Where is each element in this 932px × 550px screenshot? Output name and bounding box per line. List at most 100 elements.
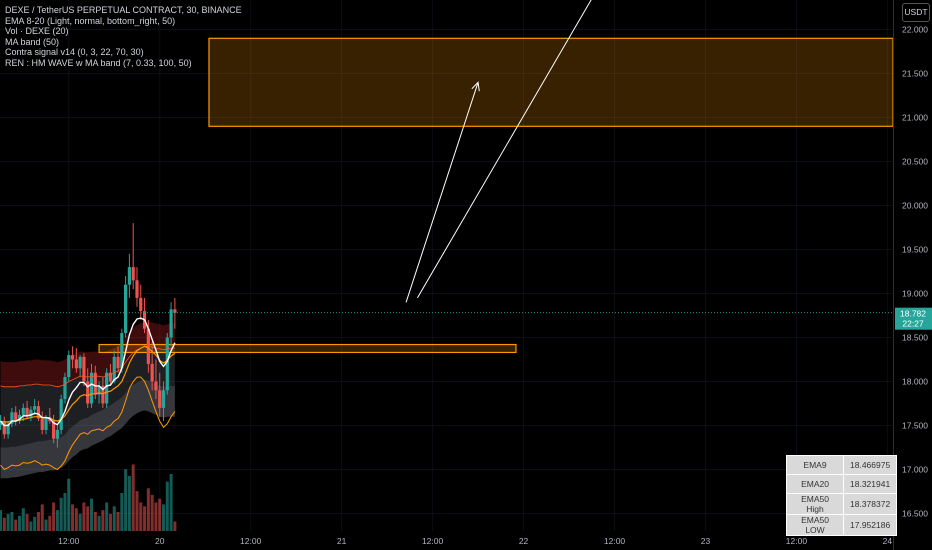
candle-body [139,297,143,312]
candle-body [67,355,71,378]
volume-bar [14,519,18,531]
volume-bar [90,498,93,531]
table-row: EMA9 18.466975 [786,455,898,475]
currency-button[interactable]: USDT [902,3,930,22]
candle-body [36,406,41,419]
ema-label: EMA50 High [786,493,844,515]
price-tick-label: 22.000 [902,25,928,35]
price-tick-label: 18.500 [902,333,928,343]
bar-countdown: 22:27 [902,319,924,329]
volume-bar [63,493,67,531]
candle-body [161,390,166,408]
candle-body [120,333,124,369]
candle-body [124,284,128,334]
volume-bar [116,512,120,531]
zone-box [98,343,517,354]
ema-values-table: EMA9 18.466975 EMA20 18.321941 EMA50 High 1… [786,455,898,536]
indicator-volume[interactable]: Vol · DEXE (20) [5,26,69,36]
volume-bar [40,504,44,531]
time-tick-label: 12:00 [786,536,808,546]
candle-body [150,363,154,382]
symbol-title[interactable]: DEXE / TetherUS PERPETUAL CONTRACT, 30, … [5,5,242,15]
indicator-ema-8-20[interactable]: EMA 8-20 (Light, normal, bottom_right, 5… [5,15,176,26]
volume-bar [17,515,21,531]
arrow-head [471,81,480,92]
ema9-line [0,317,176,427]
ema-lines [0,317,176,471]
volume-bar [146,488,150,531]
volume-bar [162,504,166,531]
candle-body [131,267,135,281]
candle-body [6,423,10,435]
volume-bar [36,512,40,531]
indicator-hm-wave[interactable]: REN : HM WAVE w MA band (7, 0.33, 100, 5… [5,57,192,68]
time-tick-label: 22 [519,536,529,546]
volume-bar [55,510,59,531]
time-tick-label: 12:00 [58,536,80,546]
candle-body [135,280,139,298]
candle-body [169,309,173,338]
volume-bar [48,515,52,531]
volume-bar [82,502,86,531]
candle-body [89,372,94,404]
candle-body [59,399,63,430]
price-tick-label: 19.000 [902,289,928,299]
candle-body [97,385,101,395]
candle-body [44,418,48,430]
ma-band-lower [0,379,175,479]
candle-body [165,337,169,391]
candle-body [55,429,59,439]
ema-label: EMA9 [786,455,844,475]
volume-bar [131,464,135,531]
volume-bar [154,502,158,531]
price-axis: 16.500 17.000 17.500 18.000 18.500 19.000 19.5… [902,25,928,519]
volume-bar [108,513,112,531]
ema20-line [0,345,176,423]
volume-bar [150,494,154,531]
volume-bar [124,469,128,531]
volume-bar [2,517,6,531]
time-tick-label: 12:00 [422,536,444,546]
volume-bar [67,478,71,531]
ema-label: EMA50 LOW [786,514,844,536]
volume-bar [101,510,105,531]
time-tick-label: 24 [883,536,893,546]
last-price-tag: 18.782 22:27 [895,307,932,330]
volume-bar [29,521,33,531]
candle-body [154,381,158,391]
volume-bar [78,513,82,531]
candle-body [105,372,109,404]
target-arrows [405,0,592,303]
time-tick-label: 12:00 [604,536,626,546]
candle-body [173,309,177,313]
indicator-contra-signal[interactable]: Contra signal v14 (0, 3, 22, 70, 30) [5,47,144,57]
ema-value: 18.321941 [842,474,898,494]
candle-body [17,414,22,422]
volume-bar [165,481,169,531]
volume-bar [139,502,143,531]
volume-bar [135,491,139,531]
volume-bar [0,510,3,531]
time-tick-label: 12:00 [240,536,262,546]
price-tick-label: 16.500 [902,509,928,519]
volume-bar [52,502,56,531]
candle-body [14,412,18,422]
indicator-ma-band[interactable]: MA band (50) [5,36,60,47]
volume-bar [105,502,109,531]
volume-bar [10,512,14,531]
candle-body [108,372,113,382]
candle-body [116,356,120,369]
candle-body [21,407,25,415]
candle-body [101,385,105,404]
volume-bars [0,464,177,531]
candle-body [52,421,56,439]
volume-bar [33,516,37,531]
candle-body [0,421,3,426]
price-tick-label: 18.000 [902,377,928,387]
volume-bar [44,519,48,531]
chart-legend: DEXE / TetherUS PERPETUAL CONTRACT, 30, … [5,5,242,68]
candle-body [78,356,82,369]
candle-body [48,418,52,422]
candle-body [82,356,86,382]
